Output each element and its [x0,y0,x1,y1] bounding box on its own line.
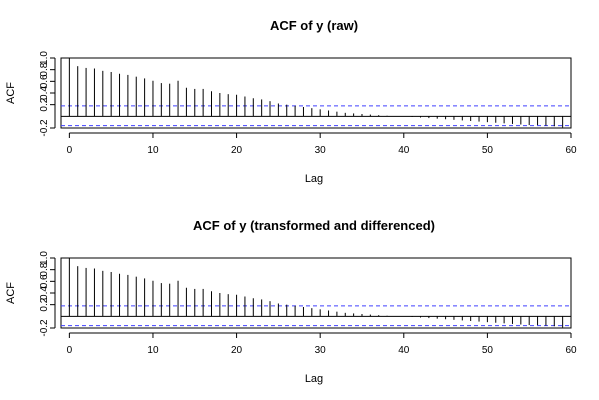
acf-panel-transformed: ACF of y (transformed and differenced) 0 1… [5,218,577,385]
x-tick-label-60: 60 [565,345,577,356]
y-axis-label: ACF [5,282,17,304]
x-tick-label-30: 30 [315,345,327,356]
y-tick-label-2: 0.4 [39,286,50,300]
x-tick-label-30: 30 [315,145,327,156]
x-tick-label-10: 10 [147,345,159,356]
x-tick-label-20: 20 [231,345,243,356]
y-tick-label-1: 0.2 [39,97,50,111]
y-tick-label-2: 0.4 [39,86,50,100]
x-tick-label-20: 20 [231,145,243,156]
y-tick-label-1: 0.2 [39,297,50,311]
y-tick-label-4: 0.8 [39,262,50,276]
acf-panel-raw: ACF of y (raw) 0 10 20 30 40 50 60 -0.2 0.20.40.6… [5,18,577,185]
y-axis-label: ACF [5,82,17,104]
y-tick-label-4: 0.8 [39,62,50,76]
y-tick-label-0: -0.2 [39,319,50,337]
x-tick-label-40: 40 [398,345,410,356]
y-tick-label-5: 1.0 [39,51,50,65]
chart-title: ACF of y (raw) [270,18,358,33]
x-tick-label-0: 0 [67,345,73,356]
x-tick-label-50: 50 [482,145,494,156]
x-tick-label-50: 50 [482,345,494,356]
x-axis-label: Lag [305,373,323,385]
plot-frame [60,257,572,329]
plot-frame [60,57,572,129]
chart-title: ACF of y (transformed and differenced) [193,218,435,233]
x-tick-label-0: 0 [67,145,73,156]
y-tick-label-3: 0.6 [39,74,50,88]
x-tick-label-60: 60 [565,145,577,156]
y-tick-label-3: 0.6 [39,274,50,288]
x-axis-label: Lag [305,173,323,185]
y-tick-label-0: -0.2 [39,119,50,137]
x-tick-label-40: 40 [398,145,410,156]
x-tick-label-10: 10 [147,145,159,156]
y-tick-label-5: 1.0 [39,251,50,265]
